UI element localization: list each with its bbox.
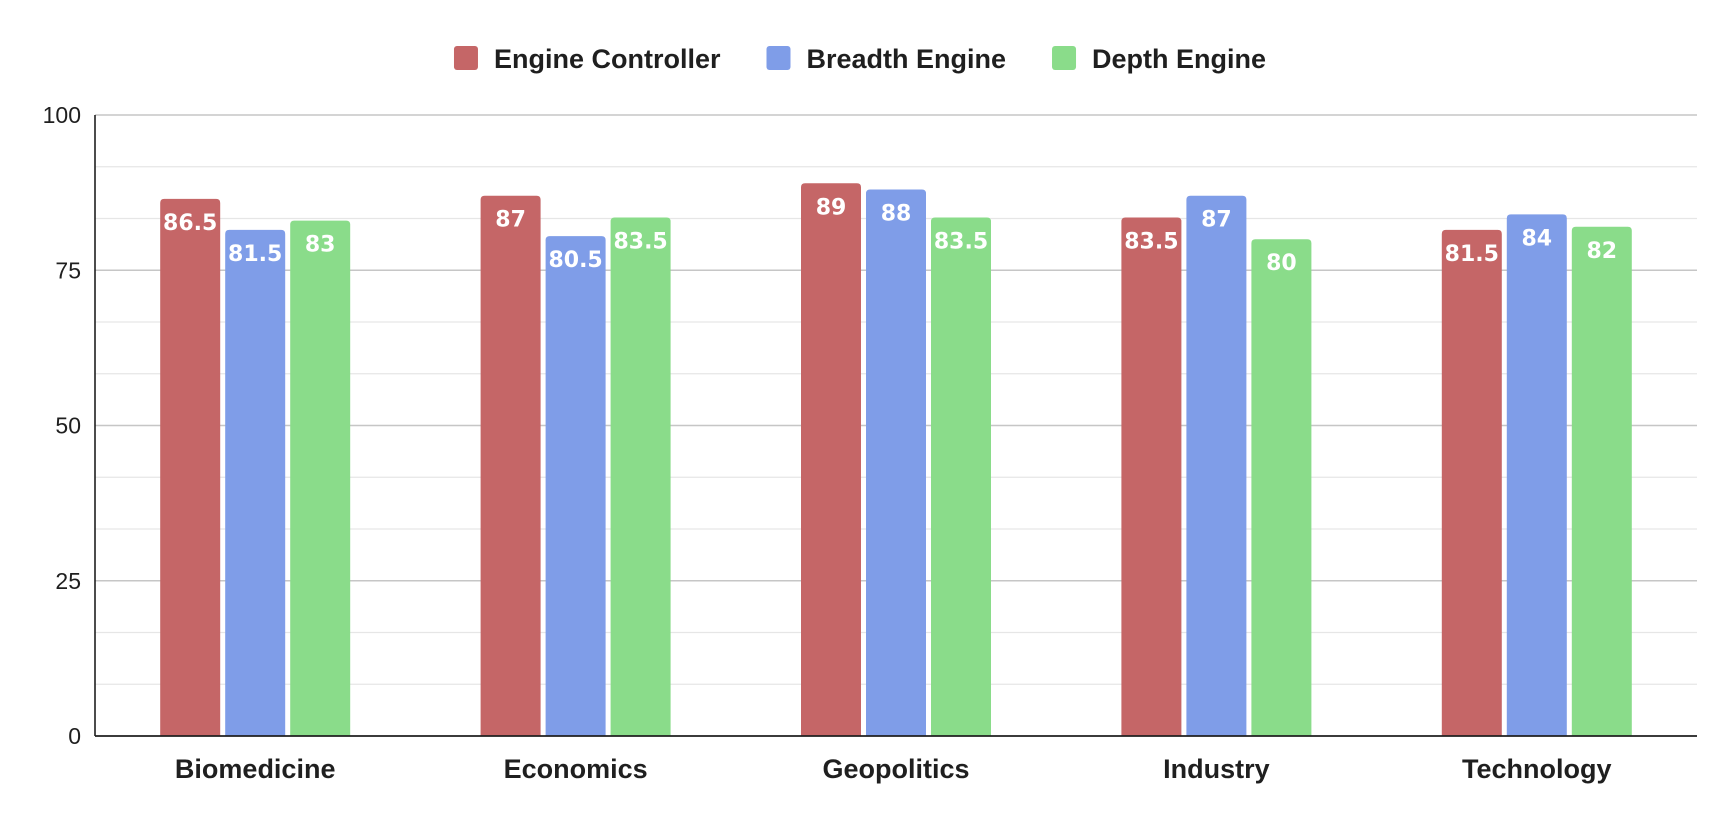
data-label: 84 bbox=[1521, 226, 1552, 251]
legend-item-engine-controller: Engine Controller bbox=[453, 44, 721, 74]
y-tick-label: 100 bbox=[43, 102, 81, 128]
bar-geopolitics-depth-engine bbox=[931, 217, 991, 737]
x-category-label: Economics bbox=[504, 754, 648, 784]
legend-label: Engine Controller bbox=[494, 44, 721, 74]
data-label: 82 bbox=[1586, 239, 1617, 264]
legend-label: Depth Engine bbox=[1092, 44, 1266, 74]
bar-technology-engine-controller bbox=[1441, 229, 1502, 736]
data-label: 81.5 bbox=[228, 242, 282, 267]
data-label: 87 bbox=[495, 208, 526, 233]
data-labels: 86.5 81.5 83 87 80.5 83.5 89 88 83.5 83.5 87 80 81.5… bbox=[163, 195, 1617, 276]
data-label: 89 bbox=[816, 195, 847, 220]
x-axis-categories: Biomedicine Economics Geopolitics Industry T… bbox=[175, 754, 1612, 784]
y-axis-ticks: 0 25 50 75 100 bbox=[43, 102, 81, 749]
data-label: 83.5 bbox=[1124, 229, 1178, 254]
bar-biomedicine-engine-controller bbox=[160, 198, 221, 736]
legend-label: Breadth Engine bbox=[806, 44, 1006, 74]
legend-swatch bbox=[1052, 46, 1077, 70]
data-label: 87 bbox=[1201, 208, 1232, 233]
axes bbox=[94, 115, 1697, 737]
y-tick-label: 0 bbox=[68, 723, 81, 749]
x-category-label: Industry bbox=[1163, 754, 1270, 784]
data-label: 88 bbox=[881, 202, 912, 227]
bar-biomedicine-depth-engine bbox=[290, 220, 351, 736]
x-category-label: Biomedicine bbox=[175, 754, 336, 784]
bar-industry-breadth-engine bbox=[1186, 195, 1247, 737]
data-label: 83.5 bbox=[613, 229, 667, 254]
x-category-label: Geopolitics bbox=[822, 754, 969, 784]
legend-swatch bbox=[453, 46, 478, 70]
y-tick-label: 50 bbox=[55, 413, 81, 439]
bar-economics-breadth-engine bbox=[545, 236, 606, 736]
data-label: 81.5 bbox=[1445, 242, 1499, 267]
legend-swatch bbox=[766, 46, 791, 70]
data-label: 83.5 bbox=[934, 229, 988, 254]
bar-technology-depth-engine bbox=[1571, 226, 1632, 736]
bars bbox=[160, 183, 1632, 737]
data-label: 80 bbox=[1266, 251, 1297, 276]
data-label: 86.5 bbox=[163, 211, 217, 236]
bar-economics-engine-controller bbox=[480, 195, 541, 737]
y-tick-label: 25 bbox=[55, 568, 81, 594]
data-label: 80.5 bbox=[548, 248, 602, 273]
bar-biomedicine-breadth-engine bbox=[225, 229, 286, 736]
bar-geopolitics-engine-controller bbox=[801, 183, 861, 736]
x-category-label: Technology bbox=[1462, 754, 1612, 784]
legend-item-depth-engine: Depth Engine bbox=[1052, 44, 1266, 74]
data-label: 83 bbox=[305, 233, 336, 258]
bar-economics-depth-engine bbox=[610, 217, 671, 737]
y-tick-label: 75 bbox=[55, 257, 81, 283]
bar-geopolitics-breadth-engine bbox=[866, 189, 926, 736]
bar-industry-engine-controller bbox=[1121, 217, 1182, 737]
legend: Engine Controller Breadth Engine Depth Eng… bbox=[453, 44, 1266, 74]
bar-industry-depth-engine bbox=[1251, 239, 1312, 736]
legend-item-breadth-engine: Breadth Engine bbox=[766, 44, 1006, 74]
bar-technology-breadth-engine bbox=[1506, 214, 1567, 737]
